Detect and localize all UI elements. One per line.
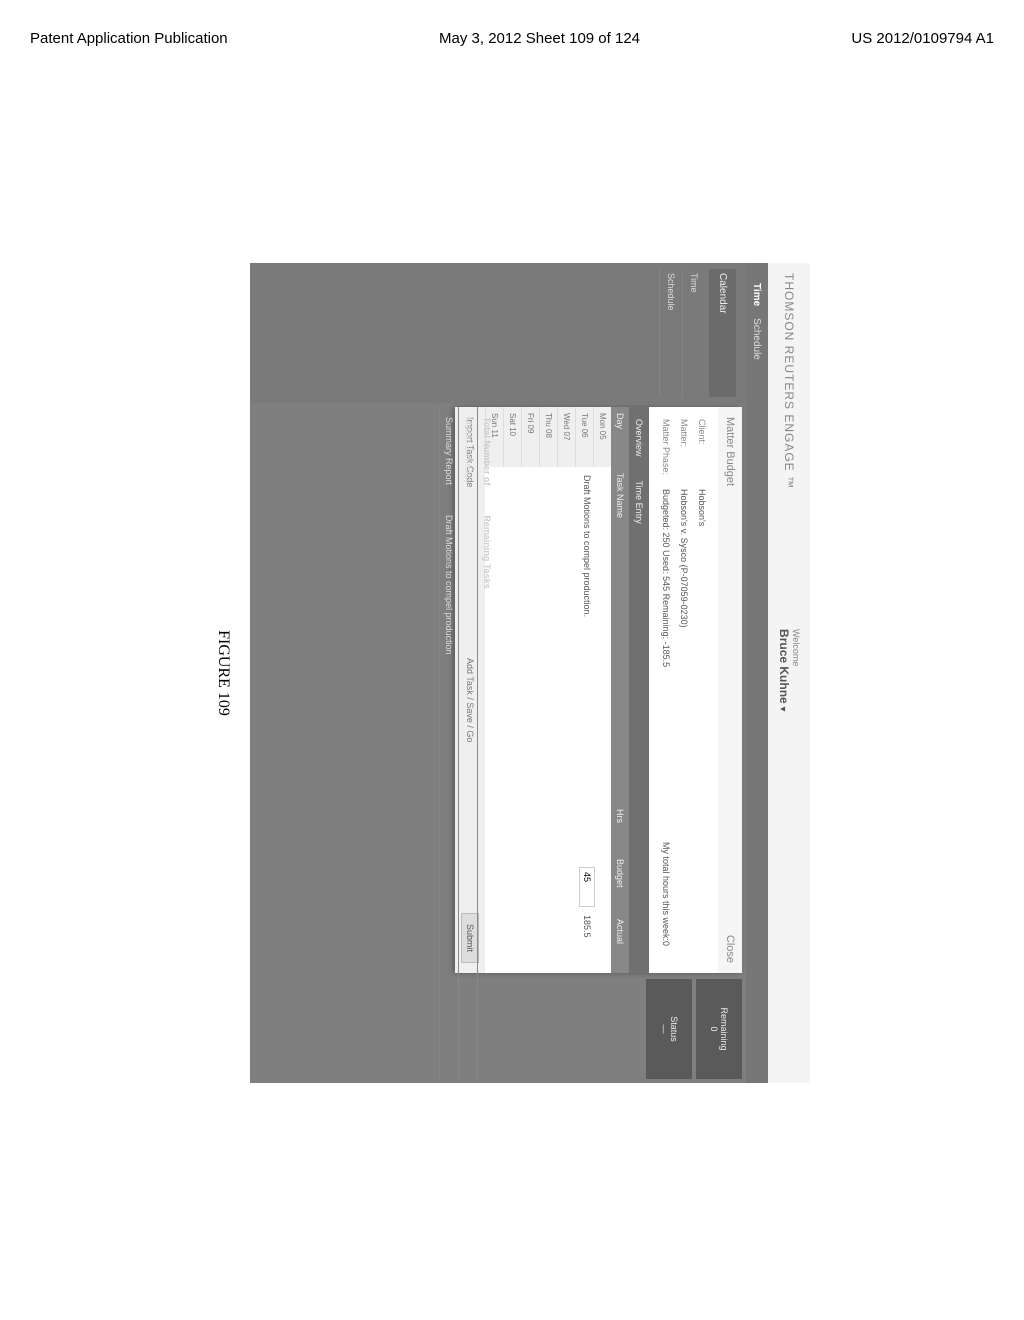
modal-close-button[interactable]: Close [724, 934, 736, 962]
bm-head2: Remaining Tasks [482, 515, 492, 588]
phase-value: Budgeted: 250 Used: 545 Remaining: -185.… [657, 489, 673, 781]
matter-budget-modal: Matter Budget Close Client: Hobson's Mat… [455, 407, 742, 973]
sidebar: Calendar Time Schedule [250, 263, 746, 403]
publication-header: Patent Application Publication May 3, 20… [30, 30, 994, 47]
username[interactable]: Bruce Kuhne [777, 629, 791, 704]
col-budget: Budget [611, 853, 629, 913]
bm-row1[interactable]: Matter Summary [463, 417, 473, 484]
matter-value: Hobson's v. Sysco (P-07059-0230) [676, 489, 692, 781]
main-area: Matter Budget Close Client: Hobson's Mat… [250, 403, 746, 1083]
sidebar-block: Calendar [709, 269, 736, 397]
sidebar-item[interactable]: Schedule [659, 269, 682, 397]
bm-head1: Total Number of [482, 417, 492, 485]
user-dropdown-icon[interactable]: ▾ [777, 706, 788, 711]
task-budget: 185.5 [582, 915, 592, 965]
col-actual: Actual [611, 913, 629, 973]
stat-value: 0 [709, 985, 719, 1073]
bm-row2b[interactable]: Draft Motions to compel production [444, 515, 454, 655]
phase-label: Matter Phase: [657, 419, 673, 489]
col-task: Task Name [611, 467, 629, 803]
day-item[interactable]: Mon 05 [593, 407, 611, 467]
stat-box-status: Status — [646, 979, 692, 1079]
entry-area: Draft Motions to compel production. 185.… [485, 467, 611, 973]
modal-title: Matter Budget [724, 417, 736, 486]
day-list: Mon 05 Tue 06 Wed 07 Thu 08 Fri 09 Sat 1… [485, 407, 611, 467]
bm-row2a[interactable]: Summary Report [444, 417, 454, 485]
right-stats: Remaining 0 Status — [646, 979, 742, 1079]
topbar: THOMSON REUTERS ENGAGE ™ Welcome Bruce K… [768, 263, 810, 1083]
welcome-label: Welcome [791, 629, 801, 712]
pub-center: May 3, 2012 Sheet 109 of 124 [439, 30, 640, 47]
below-modal-section: Total Number of Remaining Tasks Matter S… [439, 407, 496, 1079]
tab-time[interactable]: Time [752, 283, 763, 306]
stat-box-remaining: Remaining 0 [696, 979, 742, 1079]
day-item[interactable]: Wed 07 [557, 407, 575, 467]
col-hrs: Hrs [611, 803, 629, 853]
subtab-time-entry[interactable]: Time Entry [629, 468, 649, 535]
sidebar-item[interactable]: Time [682, 269, 705, 397]
figure-caption: FIGURE 109 [214, 263, 232, 1083]
stat-label: Status [669, 985, 679, 1073]
day-item[interactable]: Fri 09 [521, 407, 539, 467]
stat-value: — [659, 985, 669, 1073]
hours-value: 0 [657, 941, 673, 961]
stat-label: Remaining [719, 985, 729, 1073]
day-item[interactable]: Sat 10 [503, 407, 521, 467]
tab-schedule[interactable]: Schedule [752, 318, 763, 360]
subtab-overview[interactable]: Overview [629, 407, 649, 469]
day-item[interactable]: Tue 06 [575, 407, 593, 467]
main-tabs: Time Schedule [746, 263, 768, 1083]
task-desc: Draft Motions to compel production. [582, 475, 592, 859]
pub-left: Patent Application Publication [30, 30, 228, 47]
day-item[interactable]: Thu 08 [539, 407, 557, 467]
pub-right: US 2012/0109794 A1 [851, 30, 994, 47]
hours-label: My total hours this week: [657, 781, 673, 941]
matter-label: Matter: [676, 419, 692, 489]
app-window: THOMSON REUTERS ENGAGE ™ Welcome Bruce K… [250, 263, 810, 1083]
modal-columns: Day Task Name Hrs Budget Actual [611, 407, 629, 973]
client-value: Hobson's [694, 489, 710, 781]
col-day: Day [611, 407, 629, 467]
modal-subtabs: Overview Time Entry [629, 407, 649, 973]
brand: THOMSON REUTERS ENGAGE ™ [782, 273, 796, 489]
client-label: Client: [694, 419, 710, 489]
hours-input[interactable] [579, 867, 595, 907]
